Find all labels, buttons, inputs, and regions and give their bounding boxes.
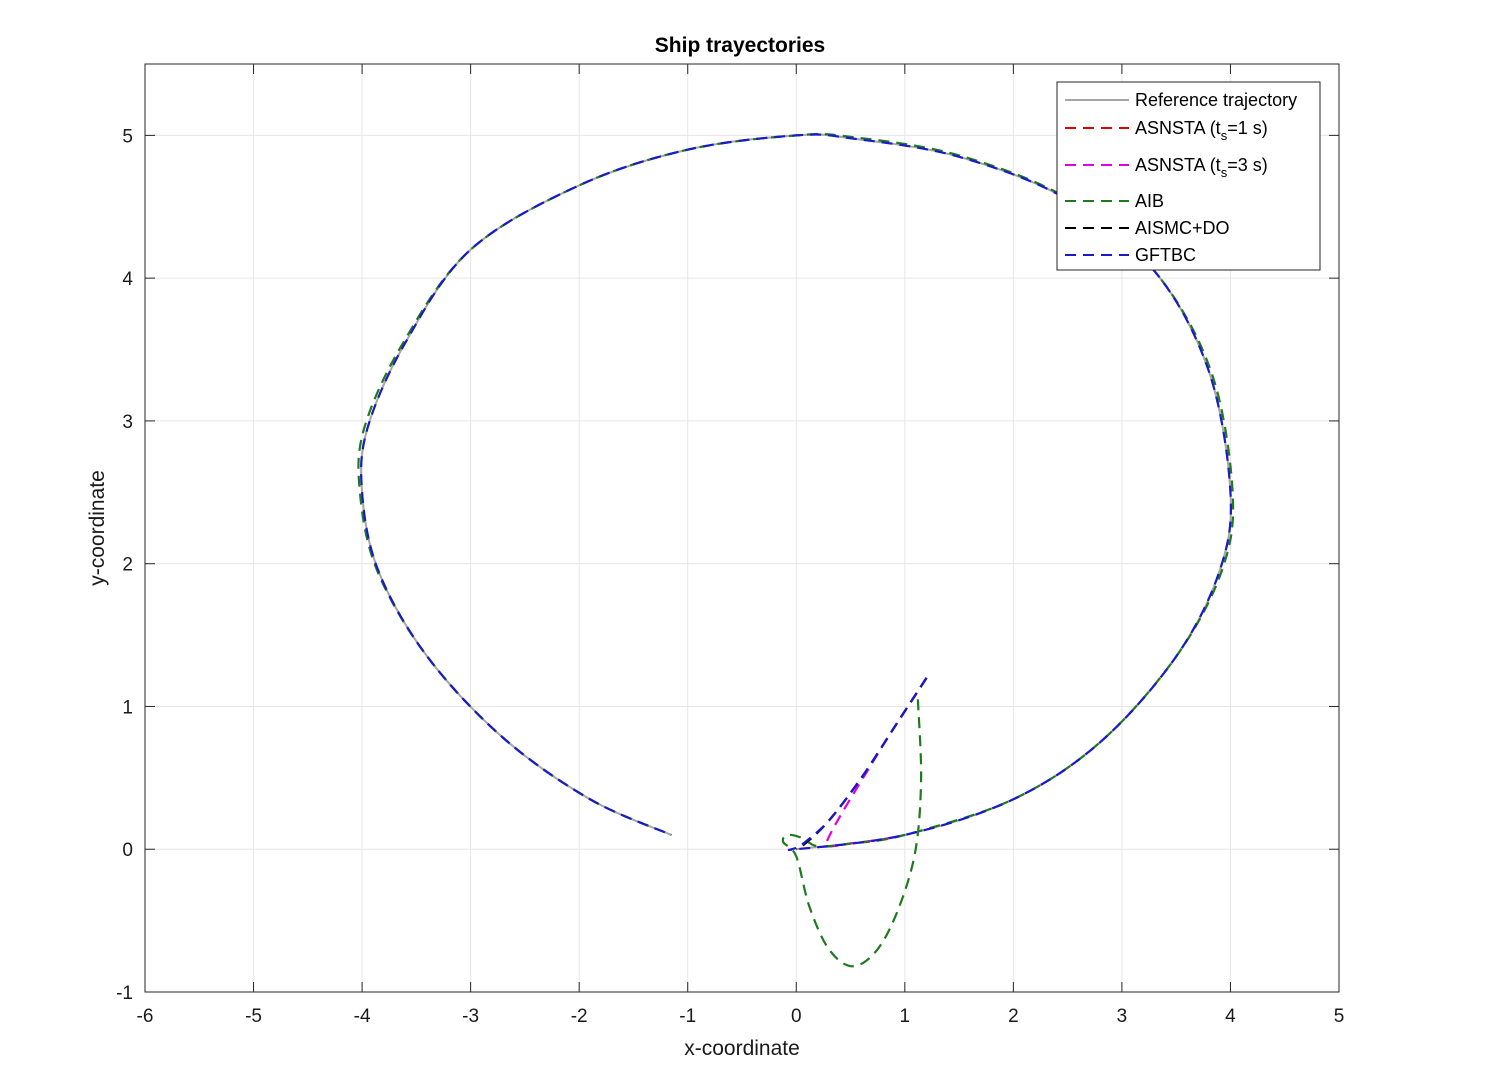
legend-entry: AISMC+DO — [1135, 218, 1230, 238]
legend-entry: AIB — [1135, 191, 1164, 211]
y-tick-label: 3 — [122, 412, 133, 433]
x-tick-label: -5 — [245, 1006, 262, 1027]
x-tick-label: -1 — [679, 1006, 696, 1027]
x-tick-label: 2 — [1008, 1006, 1019, 1027]
y-tick-label: 1 — [122, 697, 133, 718]
legend-entry-label: ASNSTA (t — [1135, 118, 1221, 138]
y-tick-label: 0 — [122, 840, 133, 861]
legend-box — [1056, 81, 1321, 271]
legend-entry-suffix: =3 s) — [1227, 155, 1268, 175]
x-tick-label: -4 — [354, 1006, 371, 1027]
y-tick-label: 4 — [122, 269, 133, 290]
legend-entry: ASNSTA (ts=3 s) — [1135, 155, 1268, 180]
x-axis-label: x-coordinate — [684, 1037, 800, 1060]
y-tick-label: 2 — [122, 555, 133, 576]
x-tick-label: 0 — [791, 1006, 802, 1027]
x-tick-label: -6 — [137, 1006, 154, 1027]
x-tick-label: 1 — [900, 1006, 911, 1027]
x-tick-label: -3 — [462, 1006, 479, 1027]
x-tick-label: 4 — [1225, 1006, 1236, 1027]
series — [357, 132, 1235, 968]
legend-entry-label: Reference trajectory — [1135, 90, 1297, 110]
legend-entry-subscript: s — [1221, 128, 1228, 143]
legend-entry-label: GFTBC — [1135, 245, 1196, 265]
series-line-asnsta-ts-3-s — [824, 677, 928, 848]
legend-entry-label: AISMC+DO — [1135, 218, 1230, 238]
series-line-asnsta-ts-1-s — [795, 677, 928, 851]
y-axis-label: y-coordinate — [86, 470, 109, 586]
x-tick-label: -2 — [571, 1006, 588, 1027]
legend-entry: Reference trajectory — [1135, 90, 1297, 110]
legend-entry-label: AIB — [1135, 191, 1164, 211]
ticks: -6 -5 -4 -3 -2 -1 0 1 2 3 4 5 -1 0 1 2 3 4 5 — [116, 64, 1344, 1027]
legend-entry-suffix: =1 s) — [1227, 118, 1268, 138]
x-tick-label: 3 — [1117, 1006, 1128, 1027]
series-line-aib — [357, 132, 1235, 968]
y-tick-label: 5 — [122, 126, 133, 147]
chart-title: Ship trayectories — [655, 34, 825, 57]
series-line-aismc-do — [795, 677, 928, 851]
legend-entry: GFTBC — [1135, 245, 1196, 265]
series-line-gftbc — [359, 133, 1232, 852]
legend-entry-subscript: s — [1221, 165, 1228, 180]
plot-area — [144, 63, 1340, 993]
x-tick-label: 5 — [1334, 1006, 1345, 1027]
y-tick-label: -1 — [116, 983, 133, 1004]
legend-entry-label: ASNSTA (t — [1135, 155, 1221, 175]
legend-entry: ASNSTA (ts=1 s) — [1135, 118, 1268, 143]
